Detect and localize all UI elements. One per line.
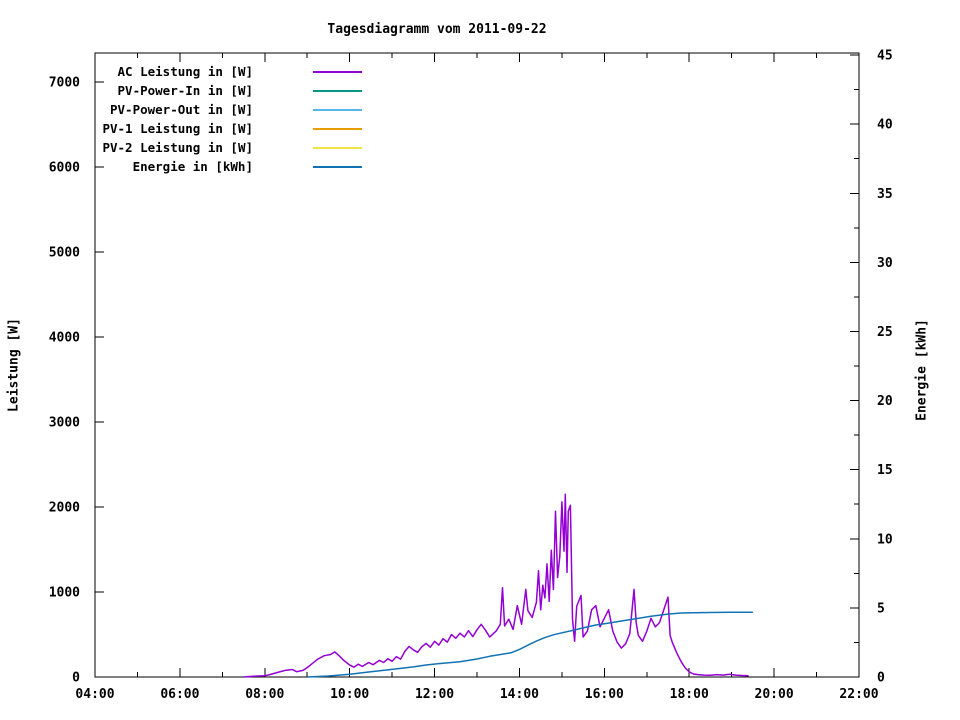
legend-item: PV-Power-In in [W] <box>0 81 400 100</box>
y-right-tick-label: 35 <box>877 187 893 202</box>
x-tick-label: 18:00 <box>670 687 709 702</box>
x-tick-label: 04:00 <box>75 687 114 702</box>
y-left-tick-label: 6000 <box>49 160 80 175</box>
y-left-tick-label: 4000 <box>49 330 80 345</box>
x-tick-label: 12:00 <box>415 687 454 702</box>
y-left-tick-label: 3000 <box>49 415 80 430</box>
legend-item: Energie in [kWh] <box>0 157 400 176</box>
legend-item: PV-2 Leistung in [W] <box>0 138 400 157</box>
y-left-tick-label: 2000 <box>49 500 80 515</box>
y-right-tick-label: 40 <box>877 118 893 133</box>
y-left-tick-label: 1000 <box>49 585 80 600</box>
legend-item: PV-1 Leistung in [W] <box>0 119 400 138</box>
y-left-tick-label: 7000 <box>49 75 80 90</box>
x-tick-label: 20:00 <box>755 687 794 702</box>
legend-line-sample <box>313 146 362 149</box>
x-tick-label: 14:00 <box>500 687 539 702</box>
legend-line-sample <box>313 108 362 111</box>
legend-line-sample <box>313 127 362 130</box>
legend-line-sample <box>313 89 362 92</box>
x-tick-label: 16:00 <box>585 687 624 702</box>
y-left-tick-label: 0 <box>72 671 80 686</box>
y-right-tick-label: 15 <box>877 463 893 478</box>
y-right-tick-label: 25 <box>877 325 893 340</box>
legend-item: AC Leistung in [W] <box>0 62 400 81</box>
legend-item-label: PV-Power-Out in [W] <box>110 102 253 117</box>
legend-item-label: AC Leistung in [W] <box>117 64 253 79</box>
x-tick-label: 08:00 <box>245 687 284 702</box>
legend-line-sample <box>313 165 362 168</box>
y-right-tick-label: 0 <box>877 671 885 686</box>
legend: AC Leistung in [W] PV-Power-In in [W] PV-P… <box>0 62 400 176</box>
legend-item: PV-Power-Out in [W] <box>0 100 400 119</box>
chart-title: Tagesdiagramm vom 2011-09-22 <box>327 22 547 37</box>
y-right-tick-label: 10 <box>877 532 893 547</box>
y-left-tick-label: 5000 <box>49 245 80 260</box>
y-right-tick-label: 45 <box>877 49 893 64</box>
y-right-tick-label: 30 <box>877 256 893 271</box>
x-tick-label: 06:00 <box>160 687 199 702</box>
series-line <box>307 611 753 678</box>
x-tick-label: 22:00 <box>839 687 878 702</box>
x-tick-label: 10:00 <box>330 687 369 702</box>
legend-item-label: PV-2 Leistung in [W] <box>102 140 253 155</box>
y-right-tick-label: 5 <box>877 601 885 616</box>
y-right-tick-label: 20 <box>877 394 893 409</box>
legend-line-sample <box>313 70 362 73</box>
series-line <box>243 493 749 678</box>
legend-item-label: Energie in [kWh] <box>132 159 253 174</box>
legend-item-label: PV-Power-In in [W] <box>117 83 253 98</box>
legend-item-label: PV-1 Leistung in [W] <box>102 121 253 136</box>
